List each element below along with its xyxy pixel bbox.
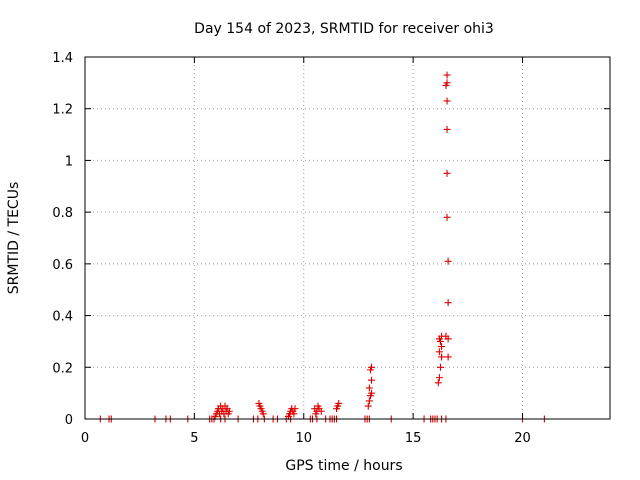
data-point bbox=[364, 402, 372, 410]
data-point bbox=[443, 213, 451, 221]
data-point bbox=[368, 389, 376, 397]
data-point bbox=[368, 376, 376, 384]
data-point bbox=[443, 169, 451, 177]
data-point bbox=[444, 299, 452, 307]
plot-frame bbox=[84, 56, 611, 420]
data-point bbox=[444, 257, 452, 265]
data-point bbox=[436, 363, 444, 371]
data-point bbox=[444, 353, 452, 361]
x-tick-label: 15 bbox=[405, 431, 422, 446]
x-tick-label: 10 bbox=[295, 431, 312, 446]
data-point bbox=[443, 125, 451, 133]
data-point bbox=[443, 71, 451, 79]
data-point bbox=[368, 363, 376, 371]
y-tick-label: 1 bbox=[65, 154, 73, 169]
data-point bbox=[444, 335, 452, 343]
data-point bbox=[438, 353, 446, 361]
data-point bbox=[291, 405, 299, 413]
data-point bbox=[435, 348, 443, 356]
data-point bbox=[365, 397, 373, 405]
y-tick-label: 0.8 bbox=[52, 206, 73, 221]
data-point bbox=[335, 399, 343, 407]
data-point bbox=[317, 407, 325, 415]
x-axis-label: GPS time / hours bbox=[285, 458, 402, 474]
axis-ticks bbox=[84, 56, 610, 420]
y-tick-label: 0.6 bbox=[52, 258, 73, 273]
data-point bbox=[443, 79, 451, 87]
y-tick-label: 1.4 bbox=[52, 51, 73, 66]
data-point bbox=[259, 410, 267, 418]
y-axis-label: SRMTID / TECUs bbox=[6, 182, 22, 295]
tick-labels: 0 0.2 0.4 0.6 0.8 1 1.2 1.4 0 5 10 15 20 bbox=[52, 51, 530, 446]
data-point bbox=[438, 343, 446, 351]
x-tick-label: 20 bbox=[514, 431, 531, 446]
data-points bbox=[96, 71, 548, 423]
y-tick-label: 0.4 bbox=[52, 310, 73, 325]
y-tick-label: 0.2 bbox=[52, 361, 73, 376]
data-point bbox=[365, 384, 373, 392]
data-point bbox=[434, 379, 442, 387]
data-point bbox=[435, 374, 443, 382]
y-tick-label: 1.2 bbox=[52, 103, 73, 118]
y-tick-label: 0 bbox=[65, 413, 73, 428]
x-tick-label: 0 bbox=[81, 431, 89, 446]
x-tick-label: 5 bbox=[190, 431, 198, 446]
data-point bbox=[290, 410, 298, 418]
grid-lines bbox=[85, 57, 610, 419]
data-point bbox=[443, 97, 451, 105]
chart-title: Day 154 of 2023, SRMTID for receiver ohi… bbox=[194, 21, 494, 37]
data-point bbox=[225, 407, 233, 415]
